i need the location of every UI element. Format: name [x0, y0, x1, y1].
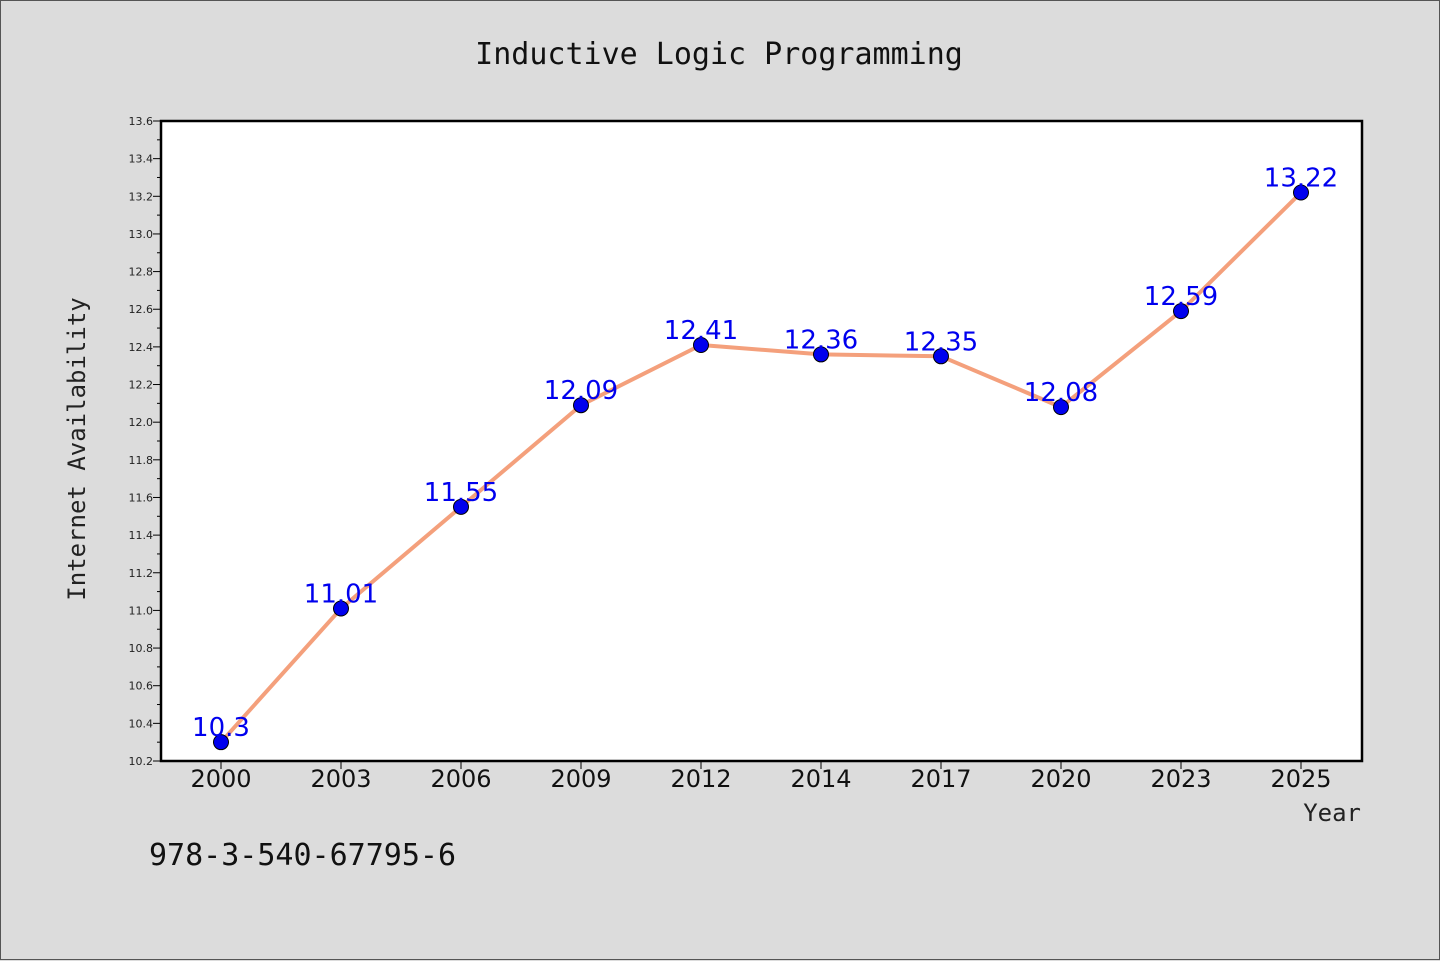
- data-point: [813, 346, 829, 363]
- y-tick-label: 11.0: [129, 604, 154, 617]
- x-tick-label: 2023: [1150, 765, 1211, 793]
- y-tick-label: 11.8: [129, 454, 154, 467]
- x-axis-label: Year: [1303, 799, 1361, 827]
- y-axis-label: Internet Availability: [63, 297, 91, 600]
- data-point: [573, 397, 589, 414]
- y-tick-label: 11.4: [129, 529, 154, 542]
- data-label: 12.59: [1144, 282, 1218, 312]
- y-tick-label: 12.6: [129, 303, 154, 316]
- y-tick-label: 12.2: [129, 379, 154, 392]
- data-point: [213, 734, 229, 751]
- data-label: 11.55: [424, 478, 498, 508]
- y-tick-label: 11.6: [129, 491, 154, 504]
- data-point: [933, 348, 949, 365]
- y-tick-label: 10.2: [129, 755, 154, 768]
- data-point: [1293, 184, 1309, 201]
- x-tick-label: 2003: [310, 765, 371, 793]
- data-point: [1053, 399, 1069, 416]
- data-labels: 10.3 11.01 11.55 12.09 12.41 12.36 12.35 12.08 1…: [192, 164, 1338, 744]
- y-tick-label: 13.4: [129, 153, 154, 166]
- data-point: [693, 337, 709, 353]
- x-tick-label: 2009: [550, 765, 611, 793]
- x-tick-label: 2012: [670, 765, 731, 793]
- x-axis: 2000 2003 2006 2009 2012 2014 2017 2020 2023 2025: [190, 761, 1332, 793]
- data-label: 12.08: [1024, 378, 1098, 408]
- plot-area: [159, 119, 1364, 763]
- data-point: [453, 498, 469, 515]
- y-tick-label: 10.6: [129, 680, 154, 693]
- y-tick-label: 10.4: [129, 717, 154, 730]
- y-tick-label: 13.6: [129, 115, 154, 128]
- data-label: 11.01: [304, 580, 378, 610]
- data-label: 10.3: [192, 713, 250, 743]
- y-tick-label: 12.4: [129, 341, 154, 354]
- x-tick-label: 2006: [430, 765, 491, 793]
- series-markers: [213, 184, 1309, 751]
- y-tick-label: 13.0: [129, 228, 154, 241]
- data-label: 12.09: [544, 376, 618, 406]
- x-tick-label: 2025: [1270, 765, 1331, 793]
- data-point: [1173, 303, 1189, 320]
- y-axis: 10.2 10.4 10.6 10.8 11.0 11.2 11.4 11.6 11.8 12.0…: [129, 115, 161, 768]
- data-label: 12.35: [904, 327, 978, 357]
- x-tick-label: 2000: [190, 765, 251, 793]
- isbn-footnote: 978-3-540-67795-6: [149, 838, 456, 873]
- data-point: [333, 600, 349, 617]
- y-tick-label: 12.0: [129, 416, 154, 429]
- x-tick-label: 2020: [1030, 765, 1091, 793]
- y-tick-label: 11.2: [129, 567, 154, 580]
- x-tick-label: 2014: [790, 765, 851, 793]
- y-tick-label: 13.2: [129, 190, 154, 203]
- data-label: 12.36: [784, 325, 858, 355]
- data-label: 13.22: [1264, 164, 1338, 194]
- x-tick-label: 2017: [910, 765, 971, 793]
- y-tick-label: 10.8: [129, 642, 154, 655]
- series-line: [219, 191, 1303, 744]
- series-line-path: [219, 191, 1303, 744]
- y-tick-label: 12.8: [129, 266, 154, 279]
- data-label: 12.41: [664, 316, 738, 346]
- chart-title: Inductive Logic Programming: [475, 37, 963, 72]
